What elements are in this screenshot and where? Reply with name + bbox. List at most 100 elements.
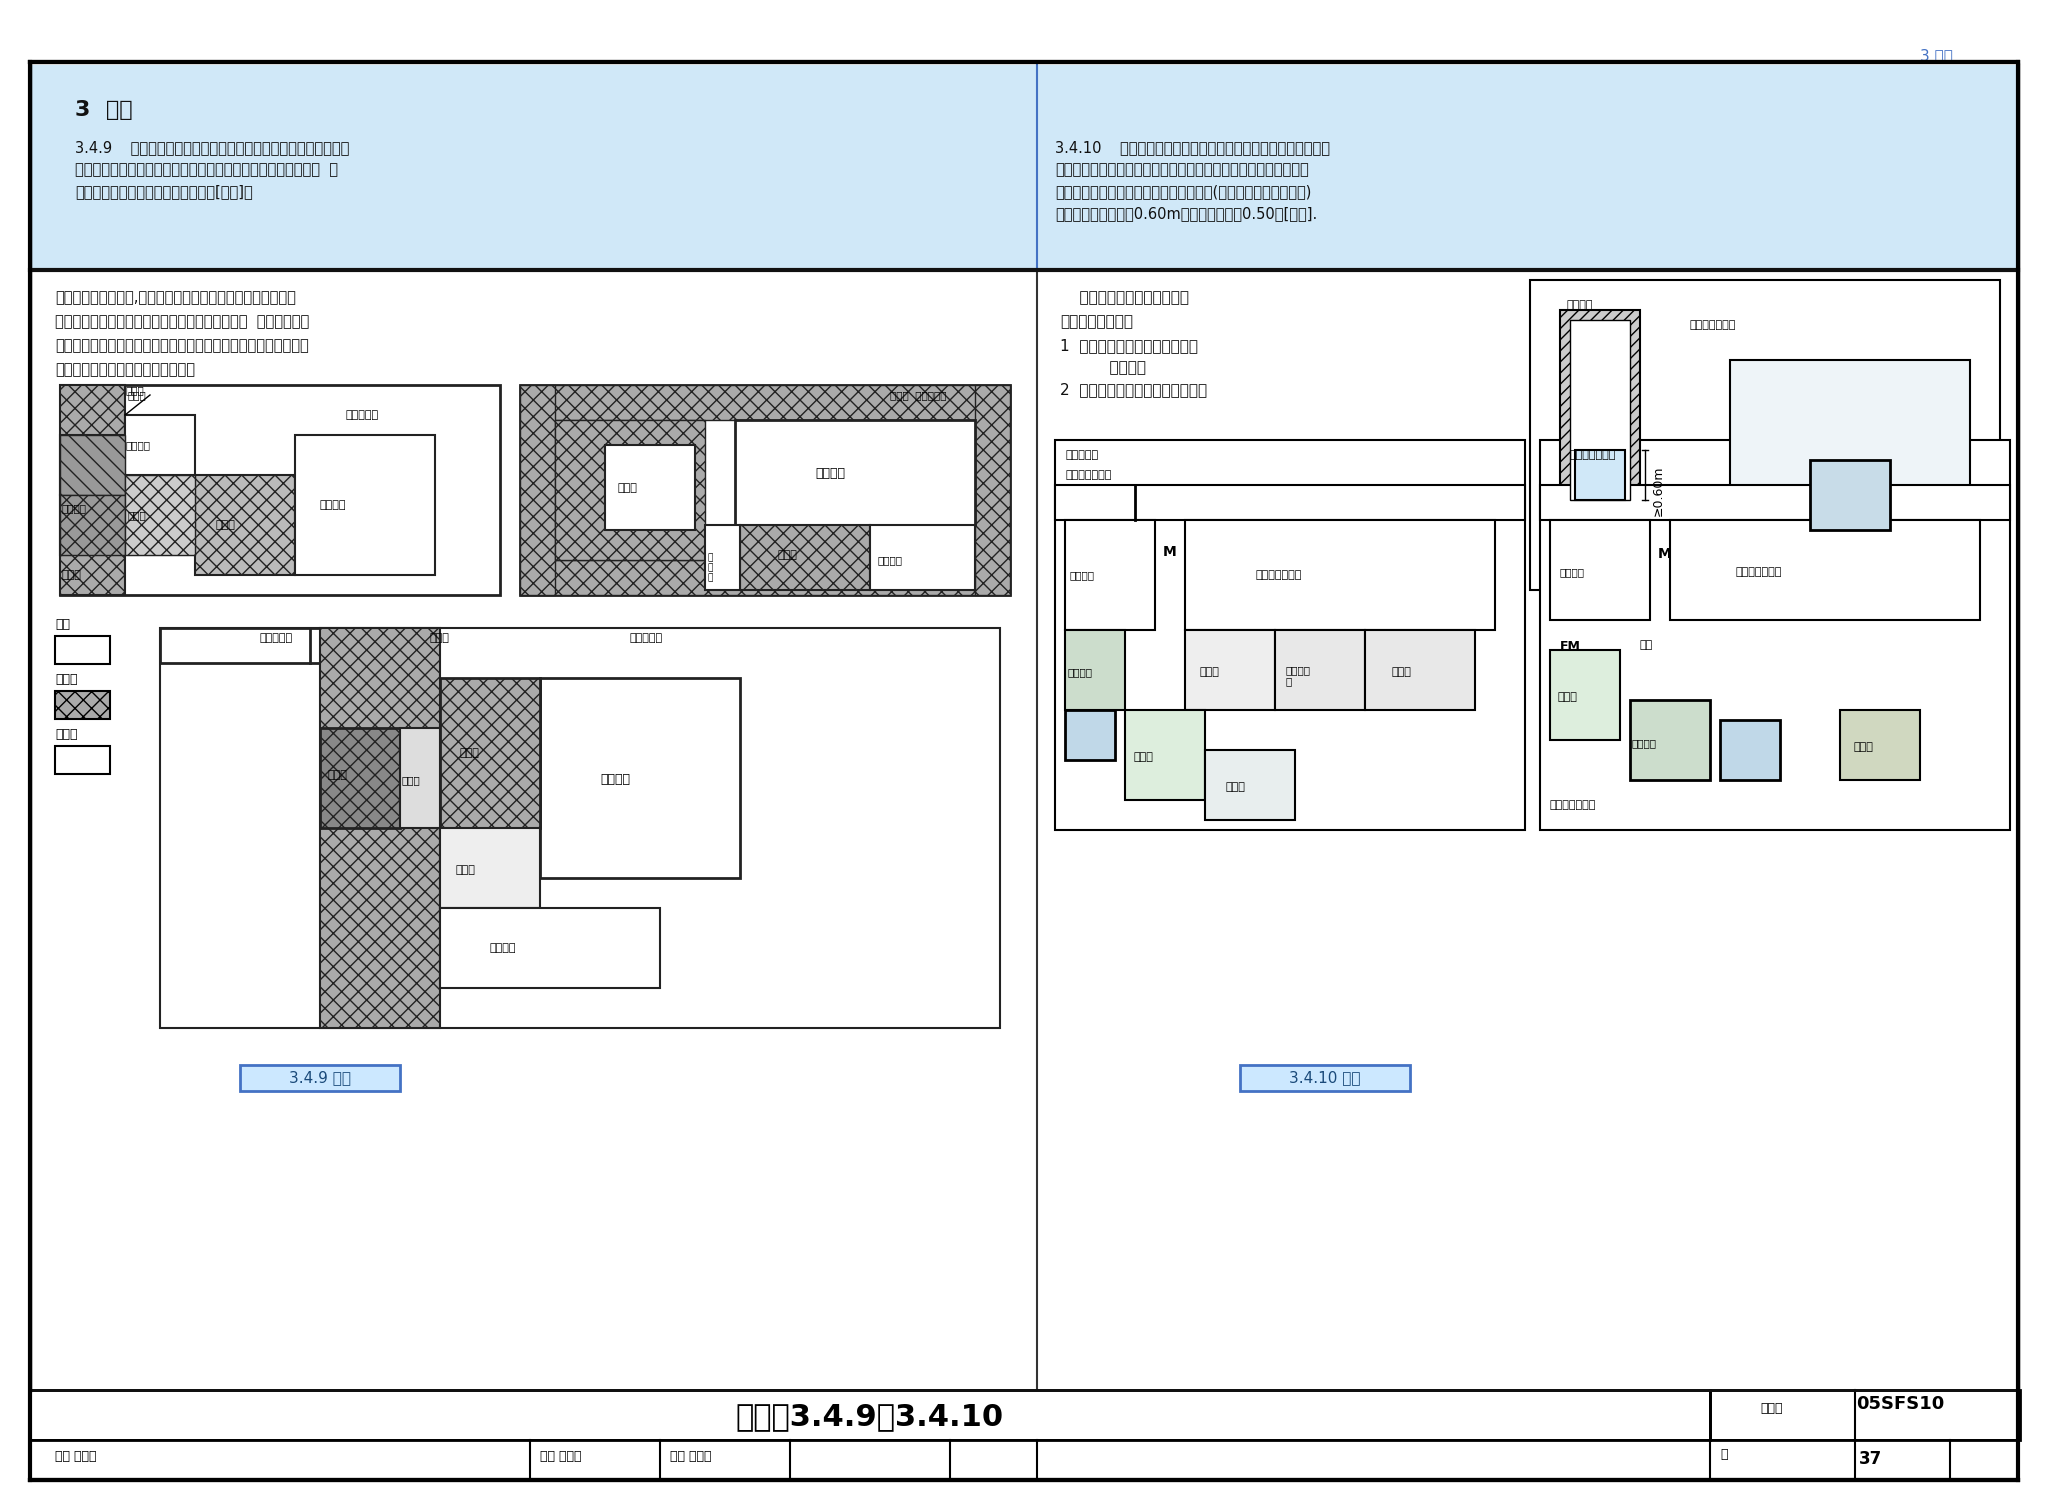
Bar — [31, 1440, 2017, 1480]
Text: 扩散室: 扩散室 — [1559, 692, 1577, 703]
Text: 截水坑: 截水坑 — [1853, 742, 1872, 752]
Bar — [31, 1390, 1710, 1440]
Bar — [1550, 650, 1620, 740]
Text: 进风机室: 进风机室 — [319, 499, 346, 510]
Bar — [520, 386, 555, 595]
Bar — [31, 64, 2017, 271]
Bar — [1186, 520, 1495, 629]
Bar — [55, 746, 111, 774]
Text: 密闭通道: 密闭通道 — [879, 555, 903, 565]
Text: M: M — [1659, 547, 1671, 561]
Bar — [1055, 440, 1526, 830]
Bar — [1540, 440, 2009, 830]
Bar — [1710, 1390, 2019, 1440]
Bar — [1571, 320, 1630, 499]
Bar — [541, 679, 739, 878]
Bar — [1055, 484, 1526, 520]
Text: 人防物资库室内: 人防物资库室内 — [1735, 567, 1782, 577]
Bar — [1540, 484, 2009, 520]
Text: 洗消污水集水坑: 洗消污水集水坑 — [1550, 800, 1595, 810]
Text: 3  建筑: 3 建筑 — [76, 100, 133, 120]
Bar — [1575, 450, 1624, 499]
Text: 人防物资库室内: 人防物资库室内 — [1571, 450, 1616, 460]
Text: 2  进风竖井内或进风口的通道内。: 2 进风竖井内或进风口的通道内。 — [1061, 383, 1206, 398]
Text: 散室、进风机室相邻。与滤毒室相通的密闭通道，  其一端应能通: 散室、进风机室相邻。与滤毒室相通的密闭通道， 其一端应能通 — [55, 314, 309, 329]
Bar — [1530, 280, 2001, 591]
Bar — [399, 728, 440, 828]
Bar — [1366, 629, 1475, 710]
Text: 防空地下室下列各处应设置: 防空地下室下列各处应设置 — [1061, 290, 1190, 305]
Text: 染毒区: 染毒区 — [55, 673, 78, 686]
Text: 图集号: 图集号 — [1759, 1402, 1782, 1414]
Bar — [440, 828, 541, 907]
Bar — [319, 628, 440, 1029]
Text: 通道内；: 通道内； — [1090, 360, 1147, 375]
Bar — [59, 495, 125, 555]
Bar — [59, 386, 125, 595]
Text: 05SFS10: 05SFS10 — [1855, 1395, 1944, 1413]
Text: 可按平时不使用，战时使用手动排水设备(或移动式电动排水设备): 可按平时不使用，战时使用手动排水设备(或移动式电动排水设备) — [1055, 184, 1311, 199]
Text: 染毒区: 染毒区 — [61, 570, 82, 580]
Text: 页: 页 — [1720, 1449, 1729, 1461]
Bar — [440, 907, 659, 988]
Text: 建筑－3.4.9、3.4.10: 建筑－3.4.9、3.4.10 — [735, 1402, 1004, 1431]
Text: FM: FM — [1561, 640, 1581, 653]
Text: 滤毒室: 滤毒室 — [215, 520, 236, 531]
Text: 进风竖井: 进风竖井 — [1567, 300, 1593, 309]
Text: 室外: 室外 — [1640, 640, 1653, 650]
Text: 清洁区: 清洁区 — [55, 728, 78, 742]
Text: 备用出入口: 备用出入口 — [260, 632, 293, 643]
Text: 密闭门: 密闭门 — [401, 774, 420, 785]
Bar — [295, 435, 434, 576]
Bar — [1204, 750, 1294, 819]
Text: 密闭门  室内清洁区: 密闭门 室内清洁区 — [891, 390, 946, 401]
Bar — [705, 525, 739, 591]
Bar — [1065, 629, 1124, 710]
Bar — [870, 525, 975, 591]
Bar — [1276, 629, 1366, 710]
Bar — [1561, 309, 1640, 510]
Bar — [125, 475, 195, 555]
Text: 3.4.10 图示: 3.4.10 图示 — [1290, 1070, 1360, 1085]
Text: 3 建筑: 3 建筑 — [1921, 48, 1954, 63]
Bar — [735, 420, 975, 525]
Bar — [59, 495, 125, 555]
Bar — [1550, 520, 1651, 620]
Text: 密闭门: 密闭门 — [127, 390, 147, 401]
Text: 37: 37 — [1858, 1450, 1882, 1468]
Text: 洗消污水集水坑: 洗消污水集水坑 — [1690, 320, 1737, 330]
Text: 洗消污水集水坑: 洗消污水集水坑 — [1065, 469, 1112, 480]
Bar — [975, 386, 1010, 595]
Text: 楼
梯
间: 楼 梯 间 — [709, 553, 713, 583]
Bar — [1065, 520, 1155, 629]
Text: 3.4.10    防空地下室战时主要出入口的防护密闭门外通道内以及: 3.4.10 防空地下室战时主要出入口的防护密闭门外通道内以及 — [1055, 141, 1329, 155]
Bar — [520, 386, 1010, 595]
Bar — [0, 0, 2048, 61]
Bar — [520, 561, 1010, 595]
Bar — [1839, 710, 1921, 780]
Bar — [1810, 460, 1890, 531]
Bar — [1186, 629, 1276, 710]
Text: 扩散室: 扩散室 — [1133, 752, 1153, 762]
Text: 盥洗室: 盥洗室 — [1200, 667, 1221, 677]
Text: 设计 张锦兵: 设计 张锦兵 — [670, 1450, 711, 1464]
Bar — [1630, 700, 1710, 780]
Bar — [55, 691, 111, 719]
Text: 室外: 室外 — [55, 617, 70, 631]
Text: 洗消污水集水坑：: 洗消污水集水坑： — [1061, 314, 1133, 329]
Bar — [440, 679, 541, 828]
Text: M: M — [1163, 546, 1178, 559]
Text: 滤毒室: 滤毒室 — [778, 550, 799, 561]
Bar — [160, 628, 319, 662]
Text: 淋浴室: 淋浴室 — [1393, 667, 1411, 677]
Bar — [739, 525, 870, 591]
Text: 往室外（设防护密闭门），另一端通往清洁区（设密闭门）。滤毒: 往室外（设防护密闭门），另一端通往清洁区（设密闭门）。滤毒 — [55, 338, 309, 353]
Bar — [1720, 721, 1780, 780]
Bar — [55, 635, 111, 664]
Text: 室内清洁区: 室内清洁区 — [631, 632, 664, 643]
Text: 审核 马希荣: 审核 马希荣 — [55, 1450, 96, 1464]
Text: 主要出入口: 主要出入口 — [1065, 450, 1098, 460]
Text: 1  主要出入口的防护密闭门外的: 1 主要出入口的防护密闭门外的 — [1061, 338, 1198, 353]
Text: 淋浴室: 淋浴室 — [1225, 782, 1245, 792]
Text: 进风机室: 进风机室 — [815, 466, 846, 480]
